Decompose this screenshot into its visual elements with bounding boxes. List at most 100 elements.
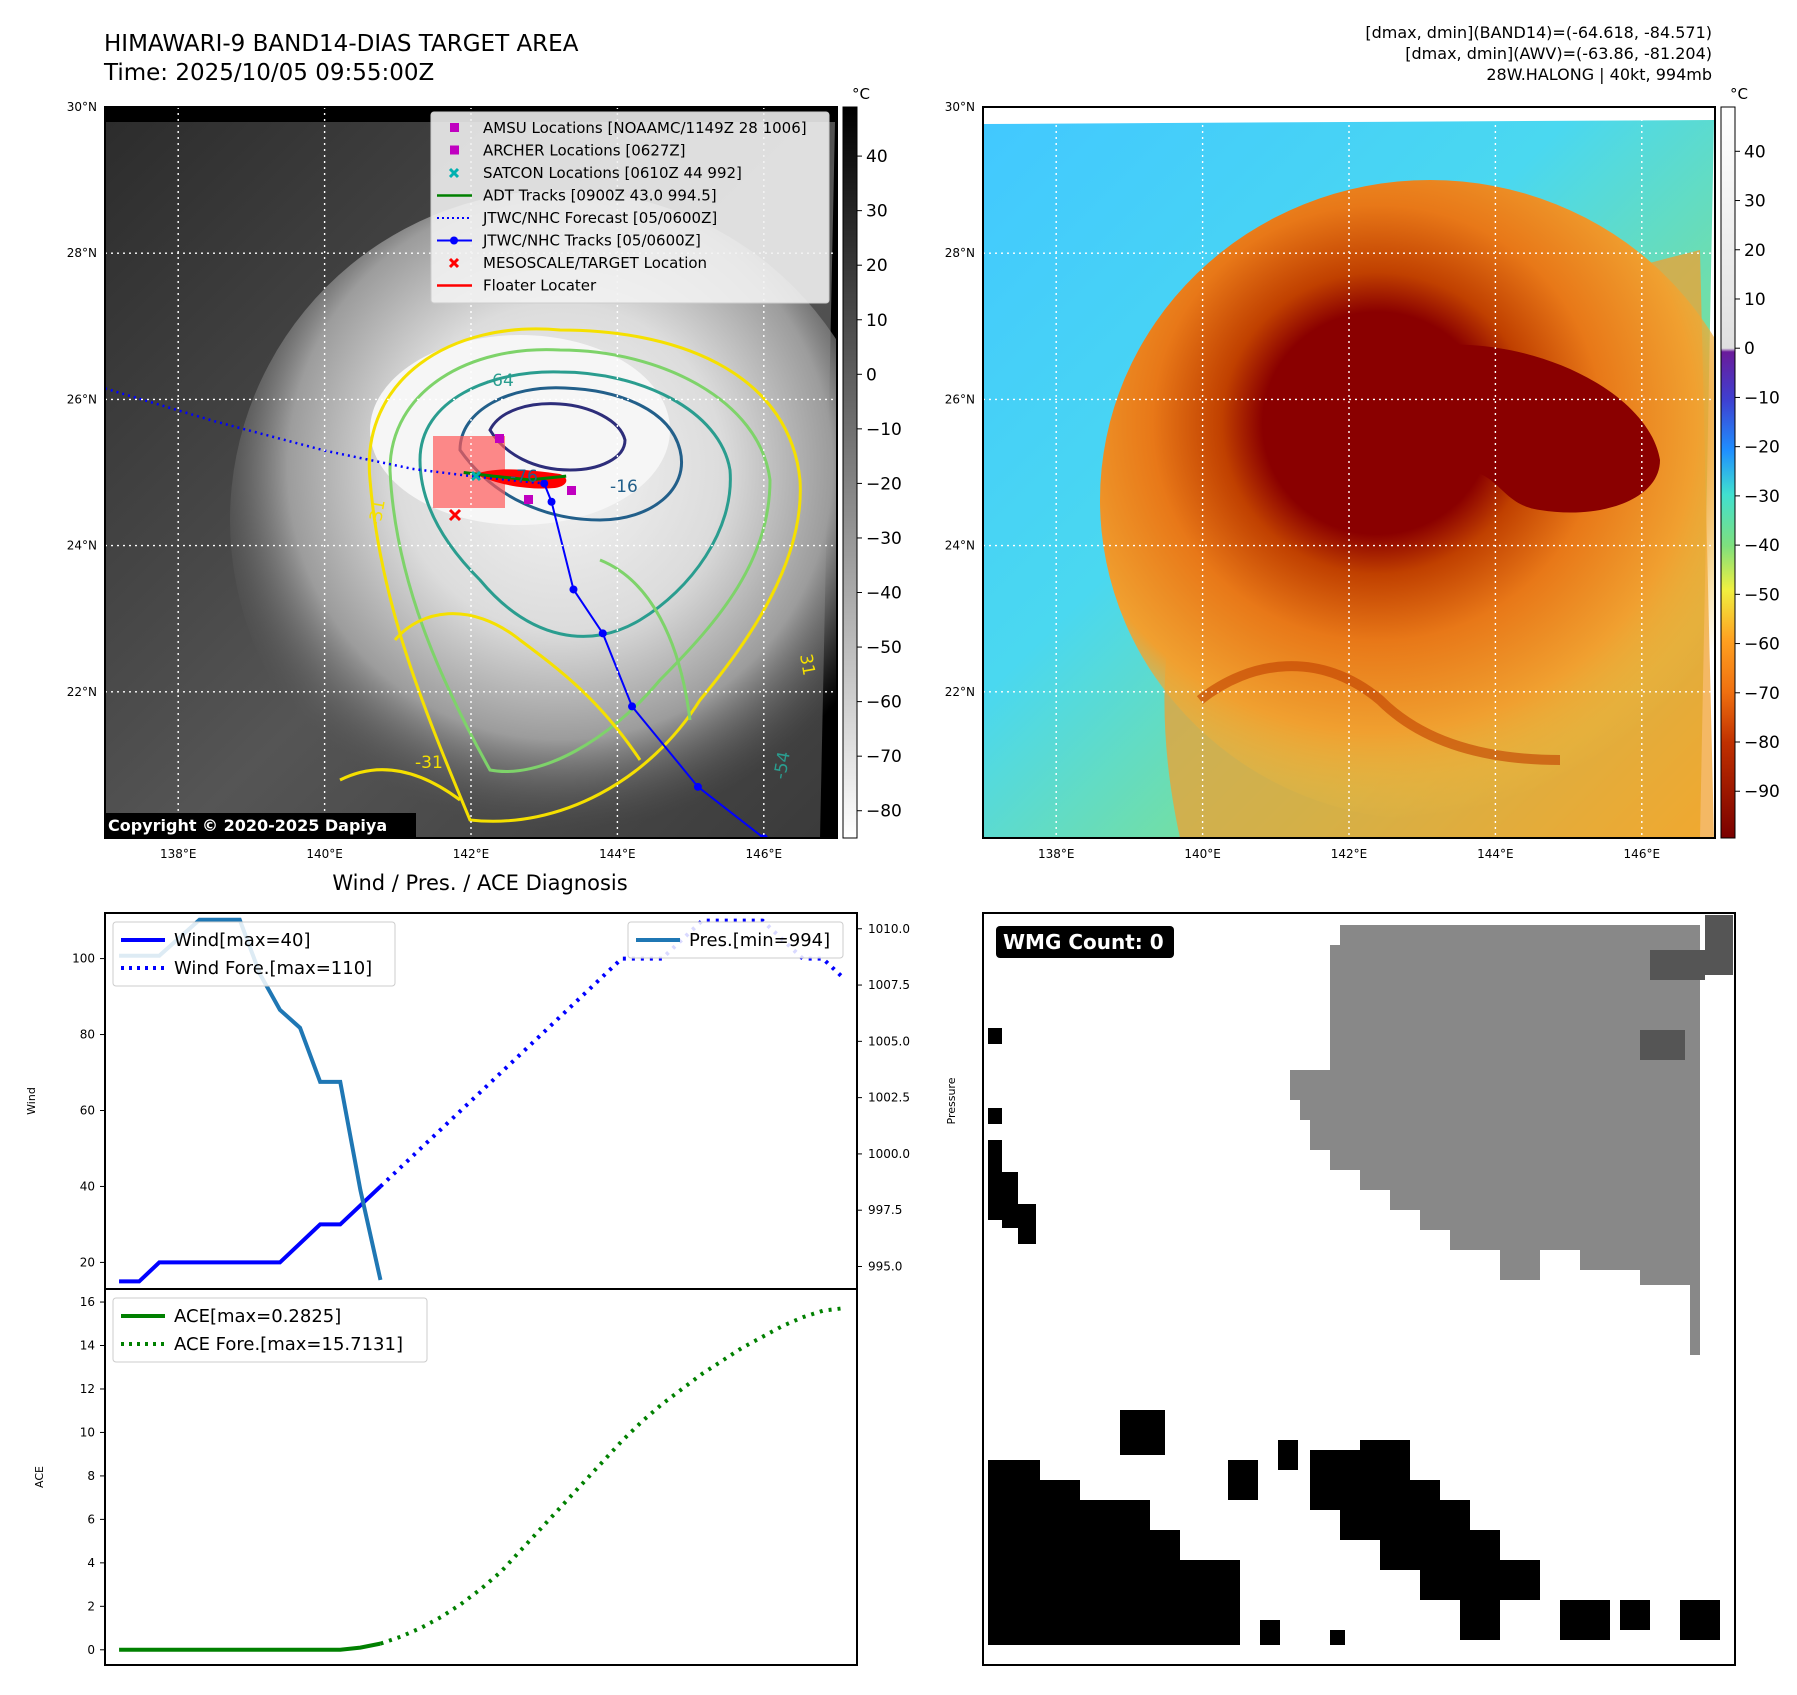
colorbar-tick-label: 10 (1744, 290, 1766, 310)
pressure-tick-label: 1005.0 (868, 1034, 910, 1048)
wmg-count-badge (996, 926, 1174, 958)
colorbar-tick-label: −60 (1744, 635, 1780, 655)
archer-marker-2 (567, 486, 576, 495)
wind-pressure-plot: Wind Pressure 20 40 60 80 100 995.0 997.5 1000… (25, 912, 958, 1290)
lat-tick-label: 24°N (67, 539, 97, 553)
ir-grayscale-map: -64 -76 -16 -31 31 -54 -31 AMSU Location… (104, 106, 838, 839)
legend-label: AMSU Locations [NOAAMC/1149Z 28 1006] (483, 119, 807, 137)
wind-legend: Wind[max=40] Wind Fore.[max=110] (112, 921, 396, 987)
map-legend: AMSU Locations [NOAAMC/1149Z 28 1006] ARC… (430, 111, 830, 304)
archer-marker (524, 495, 533, 504)
colorbar-tick-label: 10 (866, 311, 888, 331)
figure-title: HIMAWARI-9 BAND14-DIAS TARGET AREA (104, 31, 579, 57)
colorbar-tick-label: −30 (1744, 487, 1780, 507)
lon-tick-label: 142°E (1331, 847, 1368, 861)
track-point (693, 782, 702, 791)
lon-tick-label: 146°E (746, 847, 783, 861)
y-tick-label: 4 (87, 1556, 95, 1570)
legend-label: MESOSCALE/TARGET Location (483, 254, 707, 272)
colorbar-tick-label: −30 (866, 529, 902, 549)
awv-color-map (982, 106, 1716, 839)
copyright-text: Copyright © 2020-2025 Dapiya (108, 816, 387, 835)
legend-symbol (448, 257, 460, 269)
wind-legend-label: Wind[max=40] (174, 930, 311, 951)
awv-range: [dmax, dmin](AWV)=(-63.86, -81.204) (1405, 44, 1712, 63)
ace-axis-label: ACE (33, 1466, 46, 1488)
lat-tick-label: 26°N (945, 392, 975, 406)
colorbar-tick-label: −20 (866, 474, 902, 494)
pressure-tick-label: 1002.5 (868, 1091, 910, 1105)
lat-tick-label: 30°N (67, 100, 97, 114)
colorbar-tick-label: 30 (866, 202, 888, 222)
y-tick-label: 60 (80, 1103, 95, 1117)
colorbar-tick-label: 40 (866, 147, 888, 167)
y-tick-label: 100 (72, 952, 95, 966)
pressure-tick-label: 1007.5 (868, 978, 910, 992)
legend-label: ADT Tracks [0900Z 43.0 994.5] (483, 187, 717, 205)
y-tick-label: 6 (87, 1512, 95, 1526)
colorbar-tick-label: −20 (1744, 438, 1780, 458)
lon-tick-label: 144°E (1477, 847, 1514, 861)
amsu-marker (495, 434, 504, 443)
color-colorbar-unit: °C (1730, 85, 1748, 103)
legend-symbol (448, 167, 460, 179)
legend-symbol (450, 123, 459, 132)
colorbar-tick-label: 0 (1744, 339, 1755, 359)
y-tick-label: 10 (80, 1425, 95, 1439)
wind-forecast-legend-label: Wind Fore.[max=110] (174, 958, 372, 979)
pressure-tick-label: 997.5 (868, 1203, 902, 1217)
colorbar-tick-label: 0 (866, 365, 877, 385)
colorbar-tick-label: −60 (866, 693, 902, 713)
wmg-panel: WMG Count: 0 (982, 912, 1736, 1666)
colorbar-tick-label: −70 (866, 747, 902, 767)
y-tick-label: 40 (80, 1179, 95, 1193)
colorbar-tick-label: −50 (866, 638, 902, 658)
colorbar-tick-label: −40 (1744, 536, 1780, 556)
y-tick-label: 12 (80, 1382, 95, 1396)
colorbar-tick-label: −70 (1744, 684, 1780, 704)
contour-label: -16 (610, 477, 638, 497)
legend-label: JTWC/NHC Forecast [05/0600Z] (482, 209, 717, 227)
colorbar-tick-label: −10 (1744, 388, 1780, 408)
wmg-count: WMG Count: 0 (1003, 930, 1164, 954)
lat-tick-label: 22°N (67, 685, 97, 699)
pressure-axis-label: Pressure (945, 1077, 958, 1124)
gray-colorbar-unit: °C (852, 85, 870, 103)
y-tick-label: 0 (87, 1643, 95, 1657)
track-point (540, 479, 549, 488)
ace-legend-label: ACE[max=0.2825] (174, 1306, 341, 1327)
colorbar-tick-label: −10 (866, 420, 902, 440)
diagnosis-title: Wind / Pres. / ACE Diagnosis (332, 871, 627, 895)
colorbar-tick-label: 40 (1744, 142, 1766, 162)
ace-series-line (119, 1641, 381, 1652)
legend-symbol (450, 145, 459, 155)
ace-plot: ACE 0 2 4 6 8 10 12 14 16 ACE[max=0.2825] ACE Fo… (33, 1288, 858, 1666)
colorbar-tick-label: −40 (866, 584, 902, 604)
colorbar-tick-label: −80 (866, 802, 902, 822)
contour-label: -64 (486, 371, 514, 391)
pressure-legend: Pres.[min=994] (627, 921, 844, 959)
y-tick-label: 14 (80, 1339, 95, 1353)
colorbar-tick-label: 30 (1744, 192, 1766, 212)
target-location-marker (448, 508, 462, 522)
color-colorbar: °C 40 30 20 10 0 −10 −20 −30 −40 −50 −60 −70 −80 −90 (1720, 85, 1780, 839)
lon-tick-label: 138°E (1038, 847, 1075, 861)
y-tick-label: 8 (87, 1469, 95, 1483)
satcon-marker (470, 470, 482, 482)
lon-tick-label: 140°E (306, 847, 343, 861)
colorbar-tick-label: −90 (1744, 782, 1780, 802)
wind-series-line (119, 1185, 382, 1284)
contour-label: 31 (795, 652, 818, 677)
lat-tick-label: 26°N (67, 392, 97, 406)
lat-tick-label: 28°N (67, 246, 97, 260)
track-point (628, 702, 637, 711)
y-tick-label: 16 (80, 1295, 95, 1309)
contour-label: -76 (510, 467, 538, 487)
ace-forecast-legend-label: ACE Fore.[max=15.7131] (174, 1334, 403, 1355)
y-tick-label: 20 (80, 1255, 95, 1269)
legend-symbol (437, 236, 472, 245)
lon-tick-label: 144°E (599, 847, 636, 861)
lat-tick-label: 24°N (945, 539, 975, 553)
pressure-legend-label: Pres.[min=994] (689, 930, 830, 951)
legend-label: ARCHER Locations [0627Z] (483, 142, 686, 160)
